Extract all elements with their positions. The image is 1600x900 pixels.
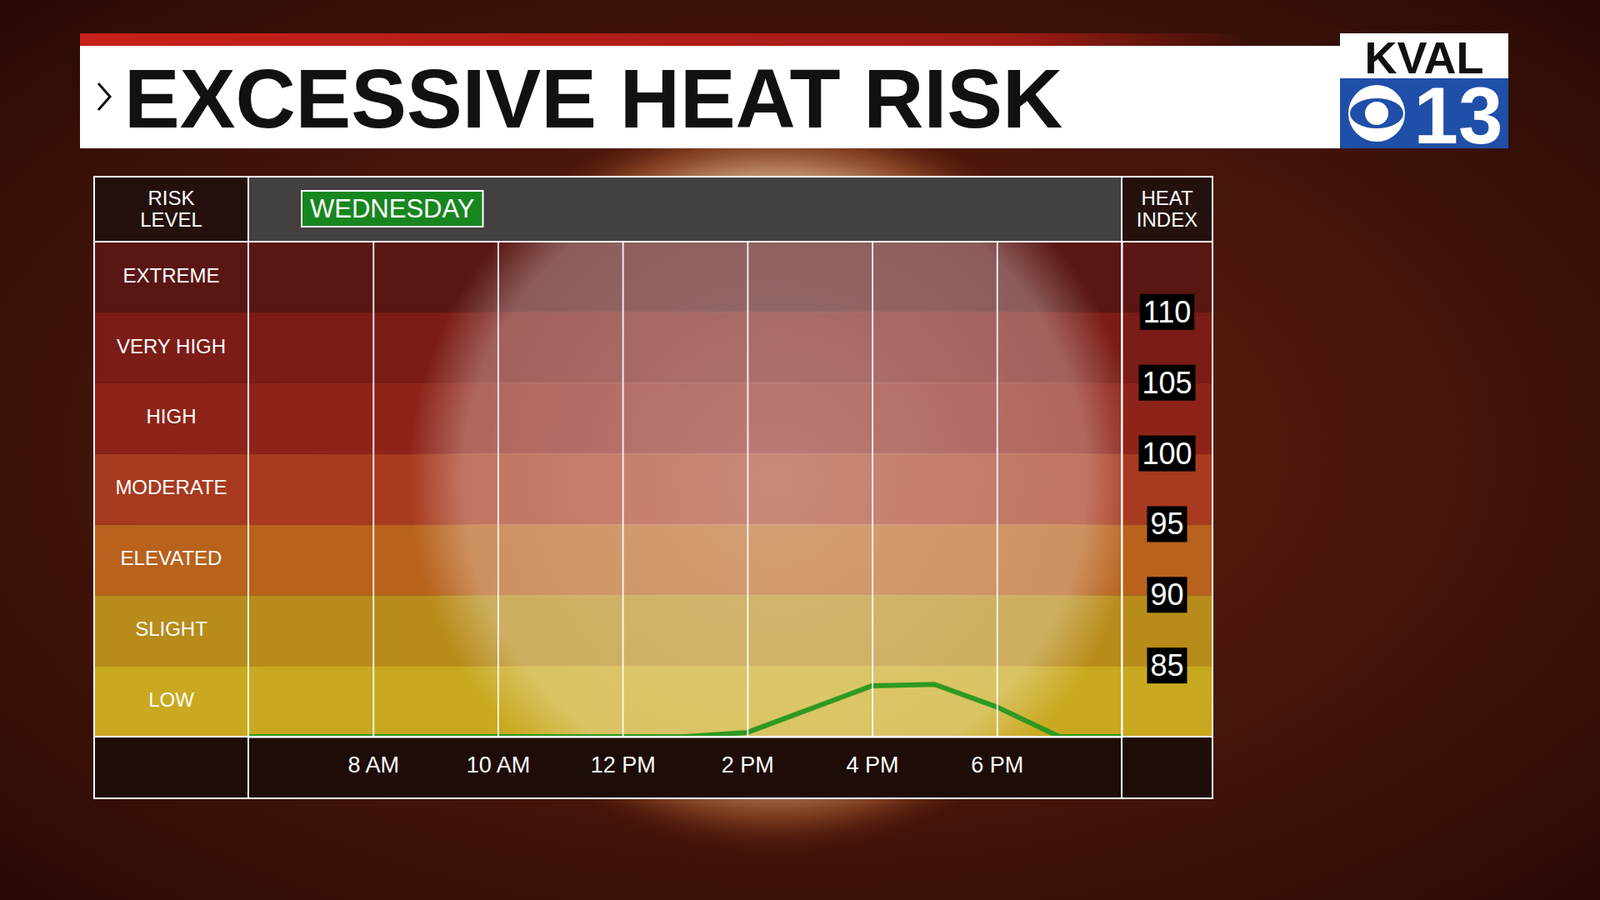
plot-area [248,241,1122,737]
header-row [94,176,1213,242]
x-tick-label: 4 PM [846,752,900,778]
y-tick-label-background [1146,647,1187,684]
table-line [94,735,1213,738]
band-label: VERY HIGH [116,335,226,358]
background [0,0,1600,900]
y-tick-label-background [1138,365,1195,401]
y-tick-label-background [1146,505,1187,542]
x-tick-label: 2 PM [721,752,775,778]
y-axis-title: HEATINDEX [1136,186,1198,231]
x-tick: 2 PM [721,241,775,778]
band-label: HIGH [146,405,197,428]
table-line [1120,176,1123,799]
header-plot [248,176,1122,242]
table-line [247,176,250,799]
band-title: RISKLEVEL [140,186,203,231]
x-grid-line [497,241,500,737]
x-tick-label: 6 PM [970,752,1024,778]
y-tick-label: 90 [1150,577,1184,612]
x-grid-line [871,241,874,737]
heat-line [248,684,1122,737]
title: EXCESSIVE HEAT RISK [124,51,1063,145]
x-tick-label: 12 PM [590,752,656,778]
title-chevron [98,83,110,110]
y-tick: 90 [1121,576,1188,613]
band-cell [94,665,249,737]
y-tick-label-background [1138,435,1195,472]
band-cell [94,524,249,595]
table-borders [94,176,1213,799]
x-tick: 4 PM [846,241,900,778]
x-tick: 10 AM [466,241,531,778]
band-cell [94,312,249,384]
y-axis-line [1121,242,1124,738]
y-tick: 100 [1121,435,1196,472]
y-tick-label: 110 [1143,295,1191,330]
y-tick: 105 [1121,365,1196,401]
y-tick-label-background [1146,576,1187,613]
band-label: LOW [148,688,195,711]
day-box: WEDNESDAY [301,190,484,227]
x-tick: 6 PM [970,241,1024,778]
logo: KVAL13 [1340,32,1509,160]
band-cell [94,454,249,525]
y-tick-label: 105 [1141,365,1192,400]
day-background [301,190,484,227]
y-axis: 85 90 95 100 105 110 [1121,242,1196,738]
x-grid-line [746,241,749,737]
x-tick-label: 10 AM [466,752,531,778]
logo-eye [1350,98,1404,129]
band-cell [94,383,249,455]
x-tick-label: 8 AM [347,752,400,778]
x-tick: 8 AM [347,241,400,778]
band-label: EXTREME [122,264,220,287]
band-label: ELEVATED [120,546,223,570]
y-tick: 95 [1121,505,1188,542]
y-tick-label-background [1140,294,1195,330]
band-label: SLIGHT [135,617,208,640]
bottom-row [94,736,1213,799]
x-tick: 12 PM [590,241,656,778]
y-tick-label: 100 [1141,436,1192,471]
y-tick-label: 95 [1150,506,1184,541]
table-frame [94,176,1213,799]
title-bar [80,45,1340,149]
band-cell [94,595,249,666]
y-tick: 110 [1121,294,1195,330]
band-cell [94,241,249,313]
logo-eye [1365,101,1389,125]
logo-eye [1348,85,1405,142]
y-tick: 85 [1121,647,1188,684]
band-label: MODERATE [115,475,227,499]
x-axis: 8 AM 10 AM 12 PM 2 PM 4 PM 6 PM [249,241,1123,778]
table-line [94,240,1213,243]
chart: EXCESSIVE HEAT RISK KVAL13 LOW SLIGHT ELEVAT… [0,0,1600,900]
sun-overlay [408,241,1122,737]
logo-channel: 13 [1414,70,1504,160]
x-grid-line [996,241,999,737]
x-grid-line [372,241,375,737]
x-grid-line [622,241,625,737]
title-strip [80,33,1247,46]
subtitle: WEDNESDAY [310,194,475,224]
y-tick-label: 85 [1150,648,1184,683]
